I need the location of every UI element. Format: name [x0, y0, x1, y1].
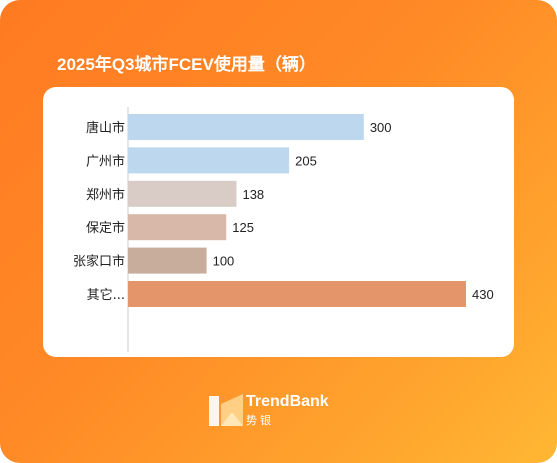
bar [128, 180, 237, 207]
value-label: 300 [370, 120, 392, 135]
value-label: 100 [213, 254, 235, 269]
bar [128, 147, 290, 174]
bar [128, 214, 227, 241]
category-label: 唐山市 [86, 120, 125, 136]
chart-panel: 唐山市 300 广州市 205 郑州市 138 保定市 125 张家口市 100 其它... 430 [43, 87, 514, 357]
brand-name-en: TrendBank [246, 393, 329, 410]
bar [128, 114, 364, 140]
brand-name-cn: 势银 [246, 414, 274, 427]
category-label: 保定市 [86, 220, 125, 236]
bars-group: 唐山市 300 广州市 205 郑州市 138 保定市 125 张家口市 100 其它... 430 [73, 114, 494, 307]
category-label: 张家口市 [73, 254, 125, 270]
value-label: 138 [242, 187, 264, 202]
bar [128, 247, 207, 274]
category-label: 郑州市 [86, 187, 125, 203]
chart-title: 2025年Q3城市FCEV使用量（辆） [57, 55, 316, 74]
category-label: 其它... [87, 287, 125, 303]
brand-mark-icon [209, 394, 243, 426]
bar-chart: 唐山市 300 广州市 205 郑州市 138 保定市 125 张家口市 100 其它... 430 [73, 107, 494, 352]
category-label: 广州市 [86, 153, 125, 169]
bar [128, 281, 466, 307]
value-label: 125 [232, 220, 254, 235]
value-label: 430 [472, 287, 494, 302]
value-label: 205 [295, 153, 317, 168]
brand-logo: TrendBank 势银 [208, 392, 358, 432]
